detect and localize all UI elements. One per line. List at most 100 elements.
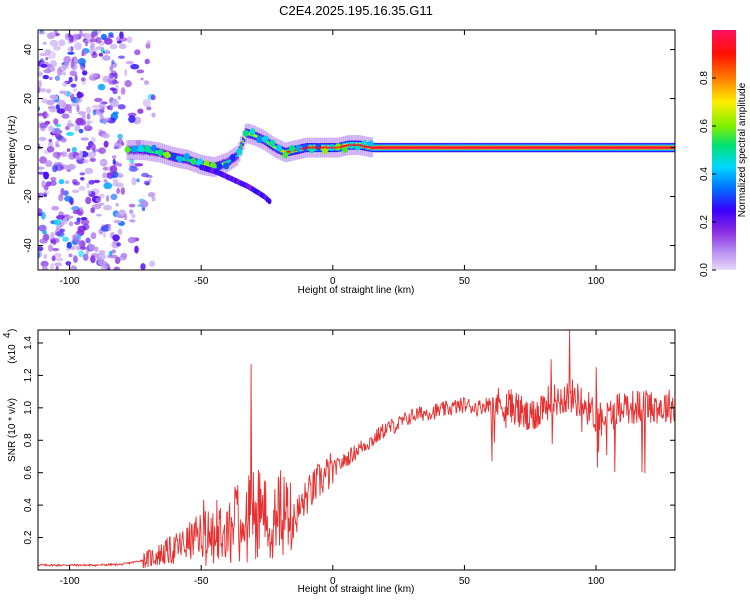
noise-speck [118,55,125,59]
ridge-core [662,146,664,149]
ridge-core [327,146,329,149]
ridge-core [337,146,339,149]
colorbar-tick-label: 0.4 [699,167,710,181]
noise-speck [90,143,96,151]
ridge-core [495,146,497,149]
ridge-core [506,146,508,149]
ridge-core [638,146,640,149]
ridge-cell [273,146,276,149]
ridge-blob [229,154,236,161]
ridge-core [630,146,632,149]
noise-speck [141,172,149,178]
noise-speck [112,182,119,187]
ridge-core [468,146,470,149]
ridge-blob [256,136,263,143]
ridge-blob [157,149,164,157]
noise-speck [57,99,66,107]
ridge-core [553,146,555,149]
ridge-cell [183,158,186,161]
noise-speck [107,254,111,259]
ridge-core [352,144,354,146]
ridge-blob [210,161,216,169]
ridge-core [570,146,572,149]
ridge-blob [289,145,295,152]
ridge-core [651,146,653,149]
ridge-core [333,146,336,149]
noise-speck [97,83,106,91]
ridge-cell [155,150,157,154]
noise-speck [111,249,116,254]
ridge-core [363,145,366,147]
ridge-core [416,146,418,149]
noise-speck [85,120,93,124]
ridge-core [427,146,429,149]
noise-speck [90,42,95,49]
noise-speck [80,66,85,71]
noise-speck [42,41,47,45]
x-tick-label: 100 [588,576,605,587]
noise-speck [80,137,89,141]
noise-speck [128,203,136,208]
noise-speck [115,203,119,207]
ridge-core [335,146,337,149]
snr-xlabel: Height of straight line (km) [298,584,415,595]
ridge-core [452,146,454,149]
noise-speck [95,46,104,50]
ridge-core [483,146,486,149]
noise-speck [65,261,72,266]
noise-speck [79,30,83,37]
ridge-core [605,146,607,149]
ridge-core [414,146,416,149]
noise-speck [130,63,140,70]
ridge-core [395,146,397,149]
noise-speck [92,203,102,210]
ridge-blob [236,148,243,155]
noise-speck [74,124,81,132]
noise-speck [87,151,97,158]
ridge-blob [170,152,177,160]
x-tick-label: -100 [60,276,80,287]
ridge-core [577,146,579,149]
noise-speck [124,213,128,221]
snr-exponent: (x10 4 ) [2,329,18,364]
ridge-core [667,146,669,149]
ridge-core [398,146,400,149]
noise-speck [147,192,156,198]
ridge-core [463,146,465,149]
noise-speck [150,94,156,101]
noise-speck [98,103,105,109]
ridge-core [536,146,538,149]
noise-speck [124,69,128,77]
ridge-core [607,146,609,149]
colorbar-tick-label: 0.2 [699,215,710,229]
ridge-core [550,146,552,149]
ridge-core [596,146,598,149]
spectrogram-border [37,29,676,271]
ridge-core [340,146,342,148]
ridge-core [332,146,334,149]
spectrogram-panel: -100 -50 0 50 100 40 20 0 -20 -40 Height of strai… [7,29,676,296]
ridge-core [466,146,468,149]
ridge-core [624,146,626,149]
noise-speck [110,100,120,108]
noise-speck [102,172,108,179]
ridge-core [660,146,662,149]
noise-speck [129,219,136,223]
noise-speck [40,124,46,132]
ridge-core [488,146,490,149]
noise-speck [48,138,53,143]
noise-speck [47,51,57,60]
noise-speck [82,223,90,230]
ridge-core [545,146,547,149]
ridge-core [539,146,541,149]
noise-speck [129,158,134,164]
noise-speck [116,36,120,42]
ridge-core [610,146,612,149]
ridge-core [626,146,628,149]
noise-speck [54,75,61,81]
noise-speck [61,113,70,119]
ridge-core [354,144,356,146]
spectrogram-xlabel: Height of straight line (km) [298,285,415,296]
noise-speck [39,238,48,244]
noise-speck [114,256,121,265]
